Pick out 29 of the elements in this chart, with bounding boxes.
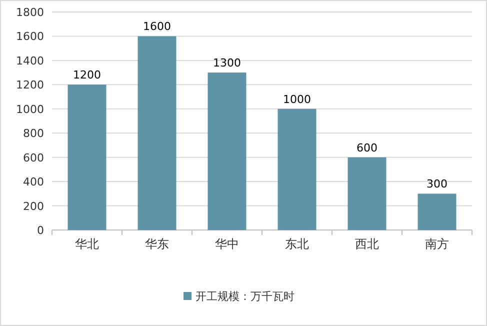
y-tick-label: 1600 <box>16 30 44 44</box>
bar <box>418 194 456 230</box>
y-tick-label: 1400 <box>16 54 44 68</box>
data-label: 1000 <box>283 92 311 106</box>
bar <box>348 157 386 230</box>
y-tick-label: 200 <box>23 200 44 213</box>
y-tick-label: 800 <box>23 127 44 140</box>
data-label: 1300 <box>213 56 241 70</box>
y-tick-label: 0 <box>37 224 44 237</box>
bar <box>138 36 176 230</box>
data-label: 1600 <box>143 20 171 34</box>
bar <box>208 72 246 230</box>
y-tick-label: 1200 <box>16 78 44 92</box>
data-label: 1200 <box>73 68 101 82</box>
y-tick-label: 1800 <box>16 6 44 19</box>
bar <box>278 108 316 230</box>
x-tick-label: 南方 <box>425 237 449 251</box>
bar <box>68 84 106 230</box>
data-label: 600 <box>356 141 378 154</box>
y-tick-label: 600 <box>23 151 44 164</box>
data-label: 300 <box>426 178 448 191</box>
x-tick-label: 华中 <box>215 237 239 251</box>
x-tick-label: 东北 <box>285 237 309 251</box>
y-tick-label: 400 <box>23 176 44 189</box>
x-tick-label: 西北 <box>355 237 379 251</box>
x-tick-label: 华东 <box>145 237 169 251</box>
legend-label: 开工规模：万千瓦时 <box>196 290 294 303</box>
y-tick-label: 1000 <box>16 102 44 116</box>
x-tick-label: 华北 <box>75 237 99 251</box>
